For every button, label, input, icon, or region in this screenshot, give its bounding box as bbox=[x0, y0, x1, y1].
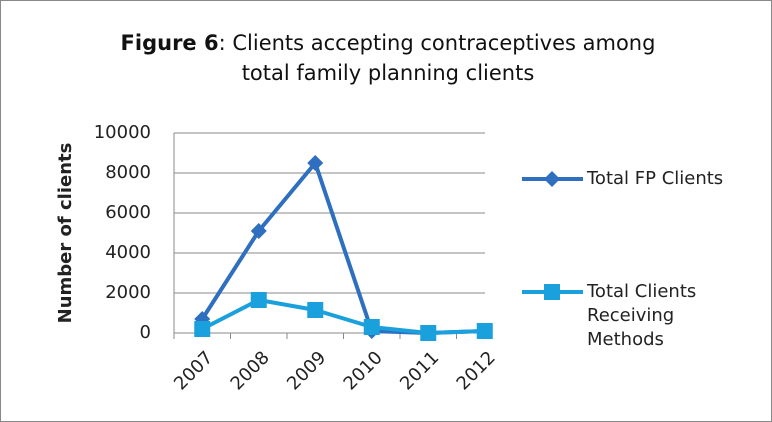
x-tick-label: 2008 bbox=[227, 347, 274, 394]
marker bbox=[544, 171, 560, 187]
chart-title: Figure 6: Clients accepting contraceptiv… bbox=[118, 28, 658, 88]
marker bbox=[194, 321, 211, 337]
marker bbox=[420, 325, 437, 341]
marker bbox=[363, 319, 380, 335]
x-tick-label: 2012 bbox=[453, 347, 500, 394]
y-tick-label: 0 bbox=[140, 322, 151, 343]
x-tick-label: 2007 bbox=[170, 347, 217, 394]
y-tick-label: 6000 bbox=[105, 202, 151, 223]
series-line bbox=[201, 298, 485, 335]
legend-label: Total Clients Receiving Methods bbox=[587, 281, 697, 350]
marker bbox=[307, 302, 324, 318]
x-tick-label: 2009 bbox=[283, 347, 330, 394]
x-tick-label: 2010 bbox=[340, 347, 387, 394]
title-label: Figure 6 bbox=[120, 31, 219, 55]
y-axis-label: Number of clients bbox=[55, 143, 76, 324]
marker bbox=[476, 323, 493, 339]
title-text: : Clients accepting contraceptives among… bbox=[218, 31, 656, 85]
marker bbox=[250, 223, 267, 239]
y-tick-label: 10000 bbox=[94, 122, 151, 143]
marker bbox=[307, 155, 324, 171]
y-tick-label: 8000 bbox=[105, 162, 151, 183]
legend-label: Total FP Clients bbox=[587, 168, 724, 189]
marker bbox=[250, 292, 267, 308]
y-tick-label: 2000 bbox=[105, 282, 151, 303]
y-tick-label: 4000 bbox=[105, 242, 151, 263]
x-tick-label: 2011 bbox=[396, 347, 443, 394]
marker bbox=[544, 284, 560, 300]
